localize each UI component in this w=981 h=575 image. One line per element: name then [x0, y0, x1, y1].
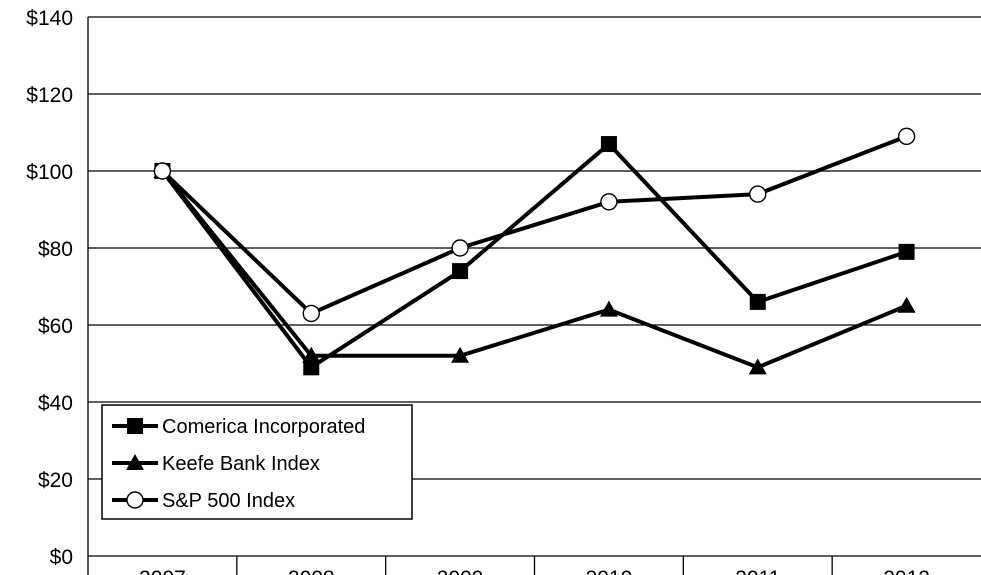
data-point — [599, 300, 618, 317]
y-tick-label: $60 — [38, 315, 73, 338]
x-tick-label: 2009 — [437, 567, 484, 575]
data-point — [897, 127, 916, 146]
series-group — [153, 127, 916, 376]
series-line — [160, 141, 908, 371]
legend-marker — [127, 418, 143, 434]
x-tick-label: 2007 — [139, 567, 186, 575]
data-point — [303, 359, 320, 376]
legend-label: S&P 500 Index — [162, 490, 295, 512]
data-point — [748, 358, 767, 375]
data-point — [153, 162, 172, 180]
series-0 — [160, 141, 908, 371]
y-tick-label: $100 — [26, 161, 73, 184]
x-tick-label: 2012 — [883, 567, 930, 575]
x-tick-label: 2011 — [735, 567, 780, 575]
data-point — [451, 346, 470, 363]
y-tick-label: $120 — [26, 84, 73, 107]
series-markers-1 — [153, 162, 916, 375]
x-tick-label: 2010 — [586, 567, 633, 575]
series-markers-0 — [154, 136, 915, 376]
series-line — [161, 134, 908, 316]
y-axis-tick-labels: $0 $20 $40 $60 $80 $100 $120 $140 — [26, 7, 73, 569]
series-2 — [161, 134, 908, 316]
legend-label: Comerica Incorporated — [162, 416, 365, 438]
legend-item: Keefe Bank Index — [112, 453, 320, 475]
legend-item: S&P 500 Index — [112, 490, 295, 512]
series-1 — [160, 169, 908, 370]
legend-item: Comerica Incorporated — [112, 416, 365, 438]
legend-marker — [126, 454, 144, 470]
data-point — [452, 263, 469, 280]
data-point — [897, 296, 916, 313]
legend-marker — [126, 491, 144, 509]
data-point — [600, 193, 618, 211]
data-point — [749, 293, 766, 310]
y-tick-label: $0 — [50, 546, 73, 569]
x-tick-label: 2008 — [288, 567, 335, 575]
y-tick-label: $40 — [38, 392, 73, 415]
series-line — [160, 169, 908, 370]
data-point — [600, 136, 617, 153]
data-point — [302, 304, 320, 323]
data-point — [302, 346, 321, 363]
y-tick-label: $80 — [38, 238, 73, 261]
data-point — [749, 185, 767, 203]
data-point — [451, 239, 469, 257]
y-tick-label: $140 — [26, 7, 73, 30]
x-axis: 2007 2008 2009 2010 2011 2012 — [139, 556, 930, 575]
series-markers-2 — [153, 127, 916, 323]
legend-label: Keefe Bank Index — [162, 453, 320, 475]
legend: Comerica Incorporated Keefe Bank Index S&P… — [101, 404, 413, 520]
data-point — [898, 243, 915, 260]
y-tick-label: $20 — [38, 469, 73, 492]
